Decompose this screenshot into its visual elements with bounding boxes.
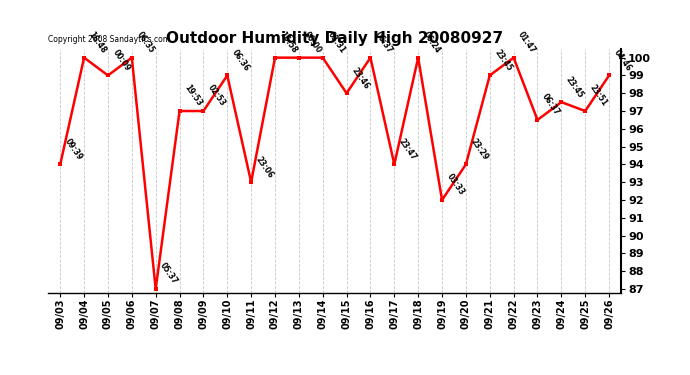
Point [580, 108, 591, 114]
Point [365, 55, 376, 61]
Point [79, 55, 90, 61]
Text: 06:24: 06:24 [421, 30, 442, 55]
Text: 00:09: 00:09 [110, 48, 132, 73]
Point [126, 55, 137, 61]
Text: 06:37: 06:37 [540, 92, 562, 117]
Text: Copyright 2008 Sandaytics.com: Copyright 2008 Sandaytics.com [48, 35, 170, 44]
Text: 01:47: 01:47 [516, 30, 538, 55]
Point [556, 99, 567, 105]
Text: 05:37: 05:37 [159, 261, 179, 286]
Point [484, 72, 495, 78]
Text: 06:37: 06:37 [373, 30, 395, 55]
Text: 03:33: 03:33 [445, 172, 466, 197]
Point [55, 161, 66, 167]
Text: 16:48: 16:48 [87, 30, 108, 55]
Point [460, 161, 471, 167]
Point [532, 117, 543, 123]
Text: 02:53: 02:53 [206, 83, 227, 108]
Text: 06:35: 06:35 [135, 30, 156, 55]
Point [388, 161, 400, 167]
Text: 03:31: 03:31 [326, 30, 346, 55]
Point [150, 286, 161, 292]
Point [293, 55, 304, 61]
Text: 23:45: 23:45 [564, 75, 585, 99]
Text: 16:58: 16:58 [278, 30, 299, 55]
Title: Outdoor Humidity Daily High 20080927: Outdoor Humidity Daily High 20080927 [166, 31, 503, 46]
Point [341, 90, 352, 96]
Point [174, 108, 185, 114]
Point [246, 179, 257, 185]
Point [508, 55, 519, 61]
Point [437, 197, 448, 203]
Point [604, 72, 615, 78]
Text: 04:46: 04:46 [612, 48, 633, 73]
Text: 23:29: 23:29 [469, 137, 490, 162]
Text: 23:47: 23:47 [397, 136, 418, 162]
Text: 06:36: 06:36 [230, 48, 251, 73]
Text: 23:46: 23:46 [349, 66, 371, 90]
Point [317, 55, 328, 61]
Point [198, 108, 209, 114]
Text: 19:53: 19:53 [182, 83, 204, 108]
Text: 00:00: 00:00 [302, 30, 323, 55]
Text: 23:06: 23:06 [254, 154, 275, 179]
Text: 23:51: 23:51 [588, 83, 609, 108]
Text: 23:45: 23:45 [493, 48, 513, 73]
Point [221, 72, 233, 78]
Point [102, 72, 113, 78]
Text: 09:39: 09:39 [63, 137, 84, 162]
Point [270, 55, 281, 61]
Point [413, 55, 424, 61]
